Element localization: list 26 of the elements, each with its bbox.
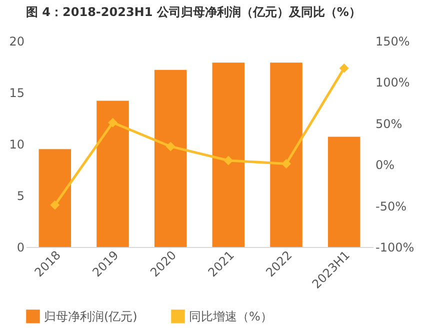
y2-tick-label: 0% bbox=[376, 158, 395, 172]
y-tick-label: 10 bbox=[9, 138, 24, 152]
point bbox=[282, 159, 291, 169]
point bbox=[166, 142, 176, 152]
y-tick-label: 15 bbox=[9, 86, 24, 100]
bar bbox=[38, 149, 72, 247]
y2-tick-label: 150% bbox=[376, 34, 410, 48]
point bbox=[339, 63, 349, 73]
y2-tick-label: 50% bbox=[376, 116, 402, 131]
point bbox=[224, 156, 234, 166]
y2-tick-label: -100% bbox=[376, 240, 414, 254]
y-tick-label: 20 bbox=[9, 34, 24, 48]
point bbox=[108, 118, 118, 128]
bar bbox=[154, 70, 187, 247]
point bbox=[50, 200, 60, 210]
bar bbox=[96, 100, 129, 247]
y-tick-label: 0 bbox=[16, 240, 24, 254]
bar bbox=[328, 136, 360, 247]
y-tick-label: 5 bbox=[16, 189, 24, 203]
bar bbox=[212, 62, 245, 247]
y2-tick-label: -50% bbox=[376, 199, 407, 214]
legend-label: 归母净利润(亿元) bbox=[44, 309, 138, 324]
bar bbox=[270, 62, 302, 247]
legend-label: 同比增速（%） bbox=[189, 309, 272, 324]
y2-tick-label: 100% bbox=[376, 76, 410, 90]
chart-title: 图 4：2018-2023H1 公司归母净利润（亿元）及同比（%） bbox=[26, 5, 361, 19]
